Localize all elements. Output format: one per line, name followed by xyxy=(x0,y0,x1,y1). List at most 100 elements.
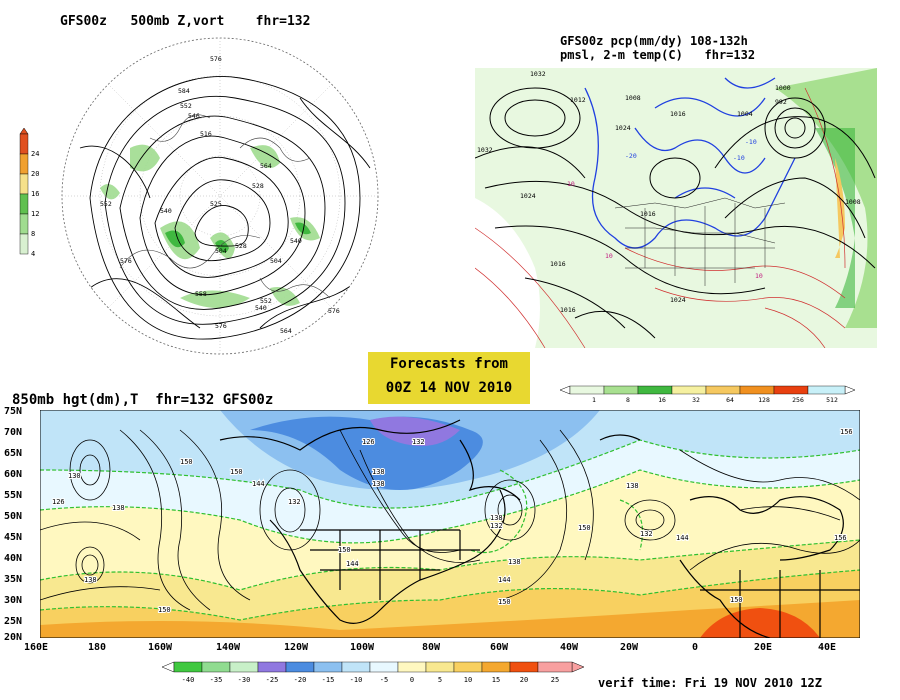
panel-precip-title-line1: GFS00z pcp(mm/dy) 108-132h xyxy=(560,34,748,48)
colorbar-swatch xyxy=(603,385,639,395)
colorbar-swatch xyxy=(19,213,29,235)
lat-label: 20N xyxy=(4,632,23,643)
lon-label: 20E xyxy=(754,642,773,653)
height-label: 126 xyxy=(52,498,65,506)
colorbar-swatch xyxy=(285,661,315,673)
contour-label: 576 xyxy=(210,55,222,63)
colorbar-tick: -20 xyxy=(294,676,307,684)
colorbar-swatch xyxy=(537,661,573,673)
panel-precip-title-line2: pmsl, 2-m temp(C) fhr=132 xyxy=(560,48,756,62)
isobar-label: 1024 xyxy=(520,192,536,200)
forecast-line1: Forecasts from xyxy=(389,356,508,372)
colorbar-swatch xyxy=(397,661,427,673)
forecast-box: Forecasts from 00Z 14 NOV 2010 xyxy=(368,352,530,404)
lon-label: 120W xyxy=(284,642,309,653)
contour-label: 576 xyxy=(120,257,132,265)
isobar-label: 1024 xyxy=(615,124,631,132)
temp-label: -20 xyxy=(625,152,637,160)
colorbar-swatch xyxy=(739,385,775,395)
colorbar-swatch xyxy=(773,385,809,395)
lat-label: 55N xyxy=(4,490,23,501)
lat-label: 65N xyxy=(4,448,23,459)
colorbar-swatch xyxy=(19,233,29,255)
colorbar-swatch xyxy=(369,661,399,673)
lon-label: 100W xyxy=(350,642,375,653)
contour-label: 540 xyxy=(160,207,172,215)
contour-label: 552 xyxy=(100,200,112,208)
contour-label: 525 xyxy=(210,200,222,208)
colorbar-tick: -10 xyxy=(350,676,363,684)
isobar-label: 1008 xyxy=(845,198,861,206)
panel-850mb-title: 850mb hgt(dm),T fhr=132 GFS00z xyxy=(12,392,274,408)
colorbar-tick: 15 xyxy=(492,676,500,684)
contour-label: 540 xyxy=(255,304,267,312)
colorbar-swatch xyxy=(201,661,231,673)
panel-500mb-map: 576 584 552 546 516 564 528 540 525 504 … xyxy=(61,37,379,355)
isobar-label: 1008 xyxy=(625,94,641,102)
contour-label: 576 xyxy=(328,307,340,315)
colorbar-tick: 16 xyxy=(31,190,39,198)
height-label: 132 xyxy=(412,438,425,446)
contour-label: 504 xyxy=(215,247,227,255)
contour-label: 540 xyxy=(290,237,302,245)
lon-label: 60W xyxy=(490,642,509,653)
colorbar-swatch xyxy=(173,661,203,673)
temp-label: 10 xyxy=(567,180,575,188)
height-label: 150 xyxy=(338,546,351,554)
lat-label: 30N xyxy=(4,595,23,606)
height-label: 144 xyxy=(498,576,511,584)
colorbar-tick: 10 xyxy=(464,676,472,684)
colorbar-swatch xyxy=(637,385,673,395)
isobar-label: 1012 xyxy=(570,96,586,104)
colorbar-tick: 8 xyxy=(31,230,35,238)
height-label: 138 xyxy=(626,482,639,490)
colorbar-swatch xyxy=(453,661,483,673)
lat-label: 35N xyxy=(4,574,23,585)
lat-axis: 75N 70N 65N 60N 55N 50N 45N 40N 35N 30N … xyxy=(4,406,38,643)
lon-axis: 160E 180 160W 140W 120W 100W 80W 60W 40W… xyxy=(24,642,874,656)
contour-label: 558 xyxy=(195,290,207,298)
colorbar-tick: 64 xyxy=(726,396,734,404)
isobar-label: 1032 xyxy=(477,146,493,154)
lon-label: 40E xyxy=(818,642,837,653)
colorbar-swatch xyxy=(425,661,455,673)
colorbar-tick: -35 xyxy=(210,676,223,684)
colorbar-swatch xyxy=(229,661,259,673)
contour-label: 528 xyxy=(252,182,264,190)
panel-850mb-map: 126 132 156 150 144 138 138 132 130 126 … xyxy=(40,410,860,638)
forecast-line2: 00Z 14 NOV 2010 xyxy=(385,380,513,396)
contour-label: 516 xyxy=(200,130,212,138)
temp-label: 10 xyxy=(755,272,763,280)
colorbar-tick: 4 xyxy=(31,250,35,258)
contour-label: 552 xyxy=(180,102,192,110)
height-label: 132 xyxy=(288,498,301,506)
height-label: 130 xyxy=(68,472,81,480)
colorbar-swatch xyxy=(313,661,343,673)
height-label: 138 xyxy=(508,558,521,566)
lat-label: 40N xyxy=(4,553,23,564)
panel-500mb-title: GFS00z 500mb Z,vort fhr=132 xyxy=(60,14,311,29)
colorbar-swatch xyxy=(671,385,707,395)
colorbar-tick: 24 xyxy=(31,150,39,158)
colorbar-tick: 5 xyxy=(438,676,442,684)
isobar-label: 1016 xyxy=(640,210,656,218)
lat-label: 75N xyxy=(4,406,23,417)
height-label: 144 xyxy=(676,534,689,542)
temp-label: 10 xyxy=(605,252,613,260)
panel-precip-map: 1032 1012 1008 1024 1016 1004 1000 992 1… xyxy=(475,68,877,348)
height-label: 156 xyxy=(840,428,853,436)
lon-label: 180 xyxy=(88,642,107,653)
colorbar-tick: 512 xyxy=(826,396,838,404)
height-label: 138 xyxy=(372,468,385,476)
colorbar-swatch xyxy=(807,385,846,395)
colorbar-swatch xyxy=(705,385,741,395)
colorbar-tick: -30 xyxy=(238,676,251,684)
height-label: 156 xyxy=(834,534,847,542)
height-label: 126 xyxy=(362,438,375,446)
colorbar-tick: 0 xyxy=(410,676,414,684)
lat-label: 45N xyxy=(4,532,23,543)
lon-label: 140W xyxy=(216,642,241,653)
colorbar-tick: 128 xyxy=(758,396,770,404)
height-label: 138 xyxy=(112,504,125,512)
colorbar-swatch xyxy=(19,193,29,215)
